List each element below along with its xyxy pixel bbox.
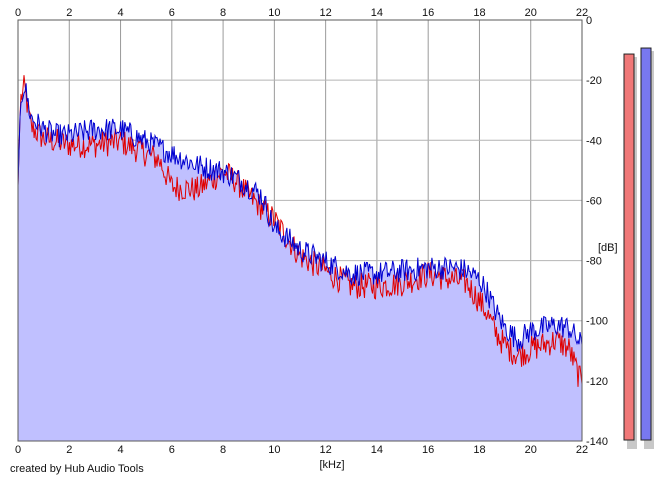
series-line-2 bbox=[17, 83, 583, 352]
x-tick-label-top: 16 bbox=[422, 7, 434, 19]
y-tick-label: -140 bbox=[586, 436, 608, 448]
x-tick-label-bottom: 6 bbox=[169, 444, 175, 456]
tick-labels: 002244668810101212141416161818202022220-… bbox=[15, 7, 608, 456]
spectrum-series bbox=[17, 75, 583, 387]
x-tick-label-top: 14 bbox=[371, 7, 383, 19]
x-tick-label-bottom: 12 bbox=[320, 444, 332, 456]
y-axis-label: [dB] bbox=[598, 242, 618, 254]
x-tick-label-bottom: 2 bbox=[66, 444, 72, 456]
y-tick-label: 0 bbox=[586, 15, 592, 27]
plot-border bbox=[17, 19, 583, 442]
spectrum-fill bbox=[18, 83, 582, 442]
x-tick-label-top: 4 bbox=[117, 7, 123, 19]
y-tick-label: -100 bbox=[586, 316, 608, 328]
x-axis-label: [kHz] bbox=[319, 459, 344, 471]
level-meters bbox=[623, 47, 654, 450]
x-tick-label-bottom: 18 bbox=[473, 444, 485, 456]
x-tick-label-bottom: 0 bbox=[15, 444, 21, 456]
y-tick-label: -80 bbox=[586, 256, 602, 268]
x-tick-label-bottom: 14 bbox=[371, 444, 383, 456]
x-tick-label-bottom: 8 bbox=[220, 444, 226, 456]
series-line-1 bbox=[17, 75, 583, 387]
x-tick-label-top: 2 bbox=[66, 7, 72, 19]
x-tick-label-top: 6 bbox=[169, 7, 175, 19]
x-tick-label-bottom: 16 bbox=[422, 444, 434, 456]
level-meter-bar-1 bbox=[623, 53, 635, 441]
x-tick-label-bottom: 20 bbox=[525, 444, 537, 456]
credit-text: created by Hub Audio Tools bbox=[10, 463, 144, 475]
x-tick-label-bottom: 22 bbox=[576, 444, 588, 456]
y-tick-label: -40 bbox=[586, 135, 602, 147]
x-tick-label-top: 0 bbox=[15, 7, 21, 19]
x-tick-label-top: 20 bbox=[525, 7, 537, 19]
level-meter-bar-2 bbox=[640, 47, 652, 441]
y-tick-label: -60 bbox=[586, 195, 602, 207]
x-tick-label-top: 12 bbox=[320, 7, 332, 19]
spectrum-area bbox=[18, 83, 582, 442]
y-tick-label: -120 bbox=[586, 376, 608, 388]
x-tick-label-bottom: 4 bbox=[117, 444, 123, 456]
x-tick-label-top: 18 bbox=[473, 7, 485, 19]
plot-frame bbox=[17, 19, 583, 442]
x-tick-label-bottom: 10 bbox=[268, 444, 280, 456]
x-tick-label-top: 22 bbox=[576, 7, 588, 19]
x-tick-label-top: 10 bbox=[268, 7, 280, 19]
y-tick-label: -20 bbox=[586, 75, 602, 87]
x-tick-label-top: 8 bbox=[220, 7, 226, 19]
